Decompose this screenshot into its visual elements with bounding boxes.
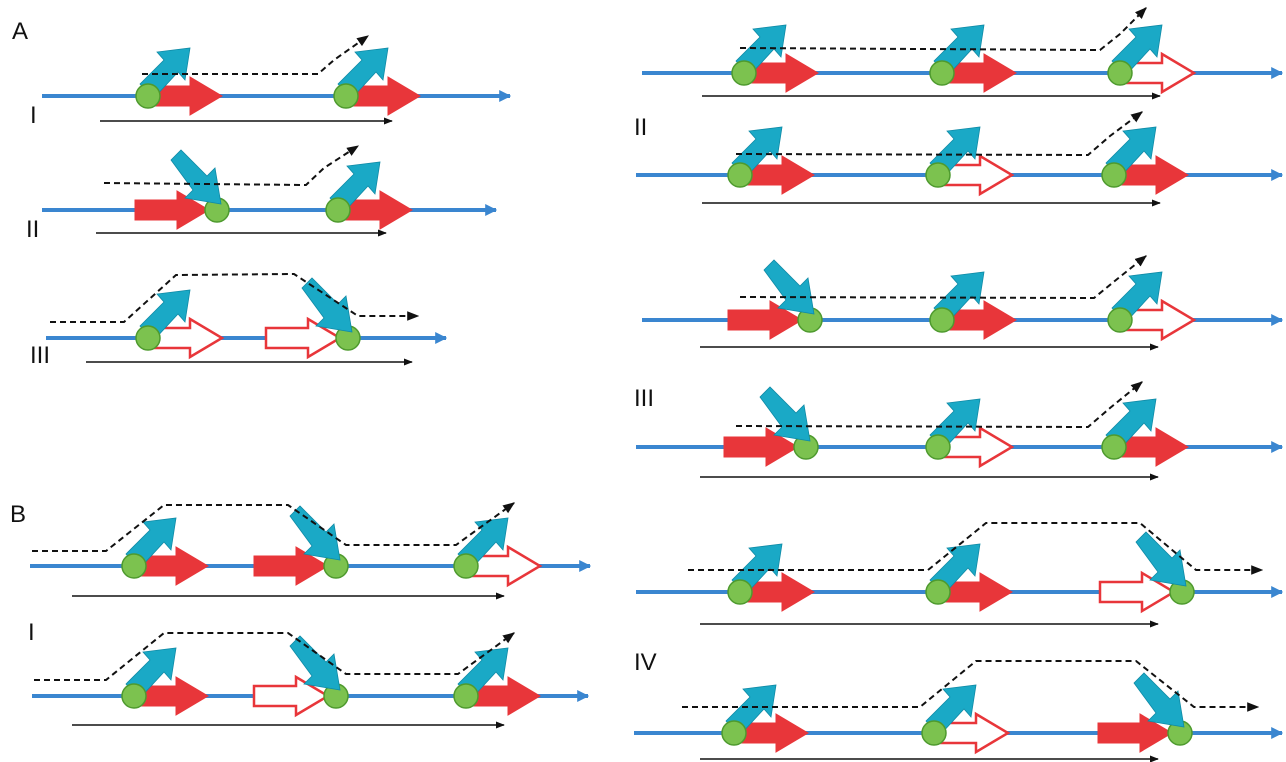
terminator-circle (326, 198, 350, 222)
row-label-a-ii: II (26, 218, 39, 242)
row-label-right-iv: IV (634, 651, 657, 675)
terminator-circle (1102, 163, 1126, 187)
terminator-circle (136, 84, 160, 108)
dashed-transcription-path (50, 274, 418, 322)
dashed-transcription-path (32, 503, 514, 551)
row-label-a-iii: III (30, 344, 50, 368)
terminator-circle (1102, 435, 1126, 459)
terminator-circle (454, 554, 478, 578)
terminator-circle (728, 580, 752, 604)
dashed-transcription-path (736, 112, 1142, 155)
dashed-transcription-path (34, 633, 514, 680)
terminator-circle (926, 435, 950, 459)
terminator-circle (1108, 61, 1132, 85)
row-label-right-iii: III (634, 387, 654, 411)
terminator-circle (122, 684, 146, 708)
panel-label-b: B (10, 503, 26, 527)
terminator-circle (334, 84, 358, 108)
terminator-circle (926, 163, 950, 187)
row-label-a-i: I (30, 104, 37, 128)
terminator-circle (926, 580, 950, 604)
terminator-circle (930, 61, 954, 85)
panel-label-a: A (12, 20, 28, 44)
dashed-transcription-path (740, 8, 1146, 50)
terminator-circle (1108, 308, 1132, 332)
row-label-b-i: I (28, 621, 35, 645)
terminator-circle (136, 326, 160, 350)
terminator-circle (728, 163, 752, 187)
terminator-circle (122, 554, 146, 578)
terminator-circle (732, 61, 756, 85)
terminator-circle (722, 721, 746, 745)
terminator-circle (930, 308, 954, 332)
terminator-circle (922, 721, 946, 745)
dashed-transcription-path (104, 146, 358, 185)
row-label-right-ii: II (634, 116, 647, 140)
terminator-circle (454, 684, 478, 708)
